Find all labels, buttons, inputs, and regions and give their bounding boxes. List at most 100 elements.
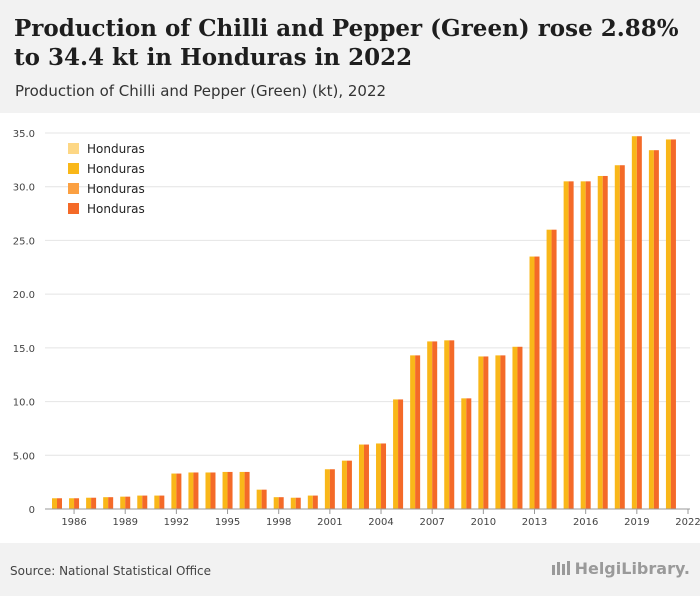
bar-1993-gold [188, 472, 194, 509]
bar-2001-orange [329, 469, 335, 509]
bar-2004-orange [381, 443, 387, 509]
bar-1985-orange [57, 498, 62, 509]
bar-1994-orange [210, 472, 216, 509]
x-tick-label: 1995 [215, 517, 240, 528]
bar-1995-gold [222, 471, 228, 509]
bar-2012-gold [512, 346, 518, 509]
bar-1996-orange [244, 471, 250, 509]
bar-2009-gold [461, 398, 467, 509]
bar-2011-orange [500, 355, 506, 509]
bar-2007-gold [427, 341, 433, 509]
bar-2008-orange [449, 340, 455, 509]
bar-1990-gold [137, 495, 143, 509]
legend-swatch [68, 163, 79, 174]
bar-2008-gold [444, 340, 450, 509]
bar-2014-gold [546, 229, 552, 509]
bar-2011-gold [495, 355, 501, 509]
bar-2010-orange [483, 356, 489, 509]
bar-2002-gold [341, 460, 347, 509]
bar-1991-gold [154, 495, 160, 509]
bar-2017-orange [602, 175, 608, 509]
bar-2006-gold [410, 355, 416, 509]
bar-1986-gold [69, 498, 75, 509]
bar-2019-orange [636, 136, 642, 510]
helgi-library-logo: HelgiLibrary. [551, 559, 690, 578]
bar-2000-orange [312, 495, 318, 509]
footer: Source: National Statistical Office Helg… [0, 543, 700, 596]
bar-1988-gold [103, 497, 109, 509]
bar-1990-orange [142, 495, 148, 509]
bar-2002-orange [346, 460, 352, 509]
bar-1998-orange [278, 497, 284, 509]
bar-1999-orange [295, 497, 301, 509]
bar-2020-orange [653, 150, 659, 509]
bar-chart: 0 5.00 10.0 15.0 20.0 25.0 30.0 35.0 1986 1989 199… [13, 129, 700, 528]
bar-2018-gold [614, 165, 620, 509]
bar-2001-gold [324, 469, 330, 509]
x-tick-label: 1998 [266, 517, 291, 528]
bar-1985-gold [52, 498, 57, 509]
bar-1993-orange [193, 472, 199, 509]
bar-1987-gold [86, 497, 92, 509]
bar-2003-gold [358, 444, 364, 509]
bar-1986-orange [74, 498, 80, 509]
bar-1991-orange [159, 495, 165, 509]
bar-1989-gold [120, 496, 126, 509]
bar-1992-orange [176, 473, 182, 509]
legend-swatch [68, 143, 79, 154]
legend-label: Honduras [87, 182, 145, 196]
x-tick-label: 2022 [675, 517, 700, 528]
bar-1997-gold [256, 489, 262, 509]
bar-2003-orange [363, 444, 369, 509]
bar-2017-gold [597, 175, 603, 509]
legend-label: Honduras [87, 162, 145, 176]
bar-2016-gold [580, 181, 586, 509]
bar-2005-orange [398, 399, 404, 509]
bar-1997-orange [261, 489, 267, 509]
y-tick-label: 30.0 [13, 183, 35, 194]
bar-2021-gold [665, 139, 671, 509]
bar-1995-orange [227, 471, 233, 509]
page-title: Production of Chilli and Pepper (Green) … [14, 15, 679, 71]
bar-2010-gold [478, 356, 484, 509]
bar-2013-orange [534, 256, 540, 509]
bar-2007-orange [432, 341, 438, 509]
y-tick-label: 0 [29, 505, 35, 516]
x-tick-label: 1986 [61, 517, 86, 528]
bar-2013-gold [529, 256, 535, 509]
bar-2019-gold [631, 136, 637, 510]
bar-1999-gold [290, 497, 296, 509]
legend-label: Honduras [87, 202, 145, 216]
y-tick-label: 20.0 [13, 290, 35, 301]
x-tick-label: 2016 [573, 517, 598, 528]
x-tick-label: 2001 [317, 517, 342, 528]
source-note: Source: National Statistical Office [10, 564, 212, 578]
bar-2018-orange [619, 165, 625, 509]
y-tick-label: 10.0 [13, 398, 35, 409]
y-tick-label: 5.00 [13, 451, 35, 462]
logo-text: HelgiLibrary. [574, 559, 690, 578]
bar-1988-orange [108, 497, 114, 509]
x-tick-label: 1992 [164, 517, 189, 528]
legend-label: Honduras [87, 142, 145, 156]
bar-2004-gold [376, 443, 382, 509]
y-tick-label: 25.0 [13, 236, 35, 247]
bar-2009-orange [466, 398, 472, 509]
x-tick-label: 2007 [419, 517, 444, 528]
x-tick-label: 2013 [522, 517, 547, 528]
bar-1994-gold [205, 472, 211, 509]
legend-swatch [68, 183, 79, 194]
x-tick-label: 2004 [368, 517, 393, 528]
bar-2015-gold [563, 181, 569, 509]
bar-2000-gold [307, 495, 313, 509]
bar-2006-orange [415, 355, 421, 509]
bar-2020-gold [648, 150, 654, 509]
x-tick-label: 2010 [471, 517, 496, 528]
bar-1989-orange [125, 496, 131, 509]
bar-2021-orange [670, 139, 676, 509]
header: Production of Chilli and Pepper (Green) … [0, 0, 700, 113]
bar-2015-orange [568, 181, 574, 509]
x-tick-label: 2019 [624, 517, 649, 528]
bar-2016-orange [585, 181, 591, 509]
x-tick-label: 1989 [112, 517, 137, 528]
